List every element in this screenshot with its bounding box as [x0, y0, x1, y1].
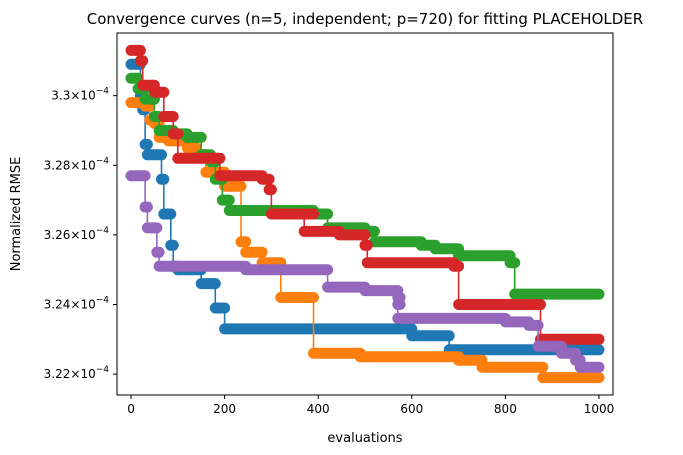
y-tick-label: 3.28×10−4	[44, 156, 110, 172]
x-tick-label: 0	[127, 402, 135, 416]
x-tick-label: 600	[400, 402, 423, 416]
series-4-line	[131, 49, 599, 341]
x-tick-label: 200	[213, 402, 236, 416]
series-4	[125, 44, 605, 345]
x-tick-label: 800	[494, 402, 517, 416]
series-5-line	[131, 174, 599, 368]
plot-frame	[116, 32, 614, 396]
y-axis-label: Normalized RMSE	[9, 157, 24, 272]
y-tick-label: 3.26×10−4	[44, 226, 110, 242]
series-layer	[125, 44, 605, 384]
y-tick-label: 3.22×10−4	[44, 365, 110, 381]
x-tick-label: 400	[307, 402, 330, 416]
x-axis-label: evaluations	[327, 431, 402, 446]
series-5	[125, 170, 605, 373]
tick-layer: 0 200 400 600 800 1000 3.22×10−4 3.24×10−4 3.26×…	[44, 87, 615, 416]
y-tick-label: 3.24×10−4	[44, 296, 110, 312]
series-2-line	[131, 101, 599, 379]
y-tick-label: 3.3×10−4	[51, 87, 109, 103]
chart-title: Convergence curves (n=5, independent; p=…	[87, 10, 643, 28]
x-tick-label: 1000	[584, 402, 615, 416]
